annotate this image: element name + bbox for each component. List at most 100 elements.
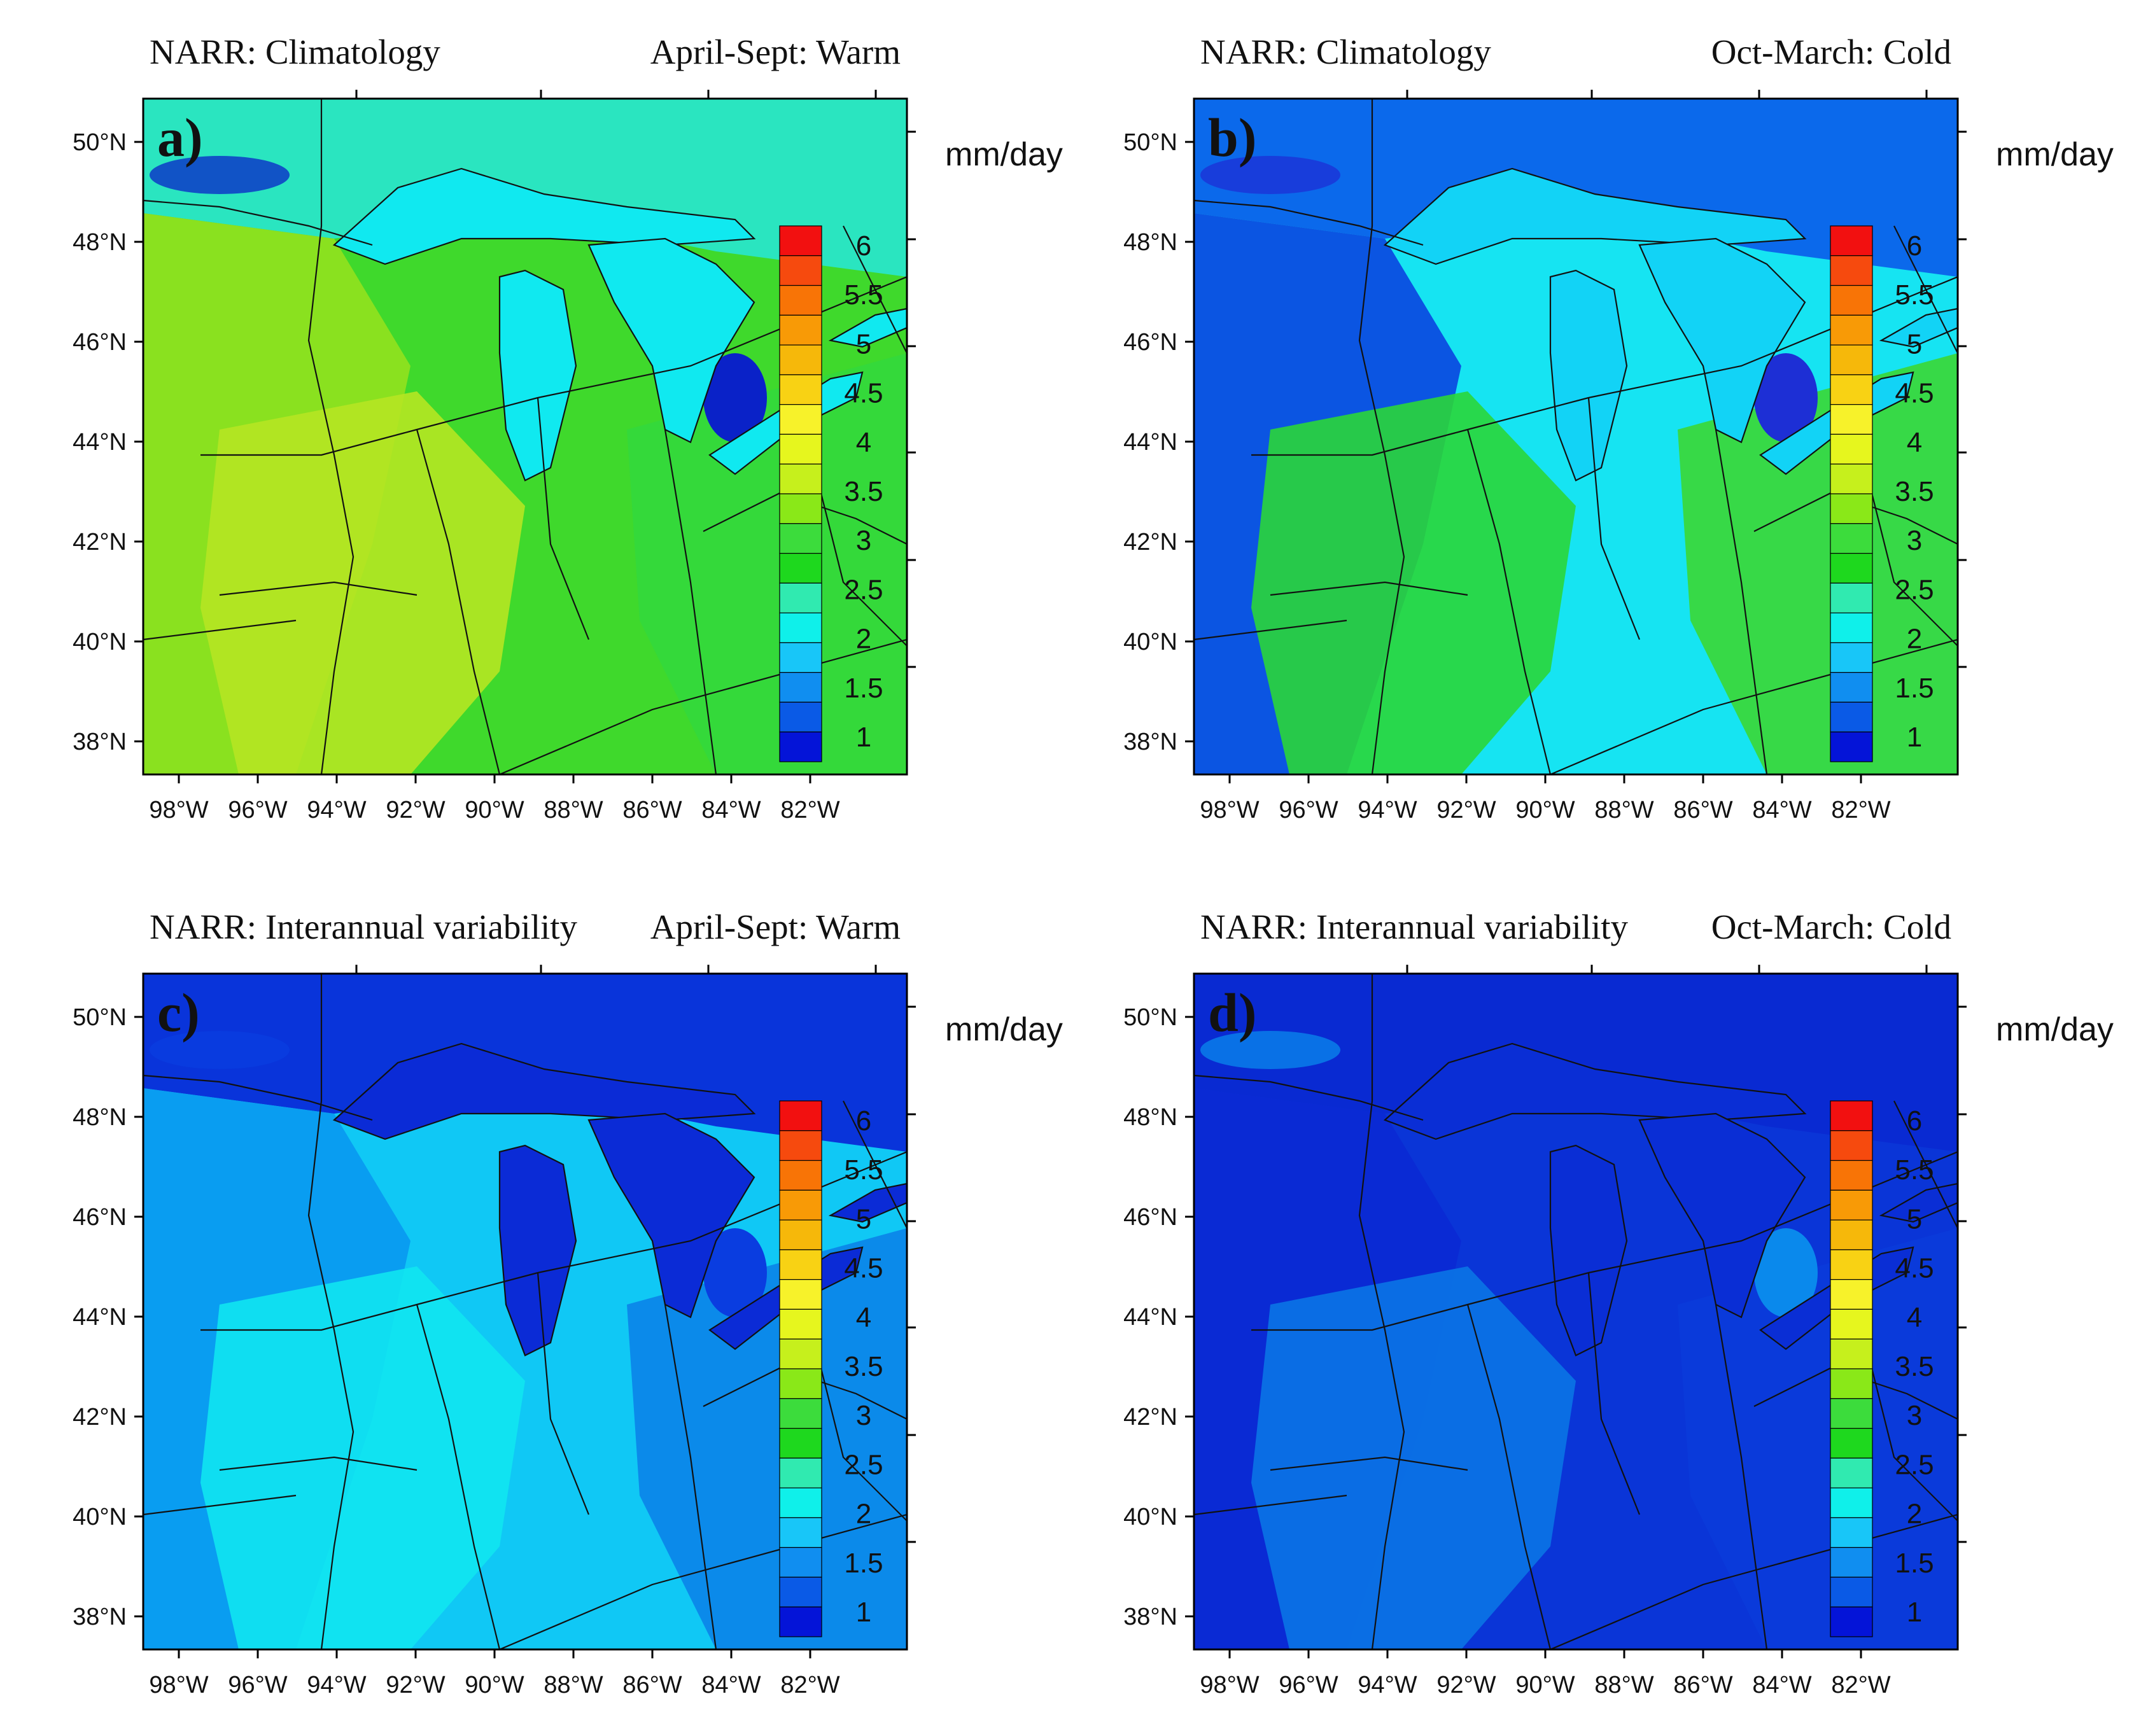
colorbar-segment (779, 1159, 822, 1191)
colorbar-segment (1830, 433, 1873, 465)
colorbar-segment (1830, 493, 1873, 524)
colorbar-segment (779, 1100, 822, 1131)
lake-huron (587, 237, 755, 444)
panel-left-title: NARR: Interannual variability (1200, 907, 1629, 946)
lon-label: 96°W (1279, 797, 1338, 823)
lat-label: 44°N (1123, 1304, 1177, 1331)
units-label: mm/day (1996, 136, 2114, 173)
lake-ontario (1879, 1182, 1958, 1223)
lon-label: 84°W (701, 1672, 761, 1698)
colorbar-label: 6 (1907, 230, 1922, 262)
colorbar-segment (779, 374, 822, 405)
colorbar-label: 2.5 (844, 574, 883, 605)
state-border (1715, 1304, 1768, 1649)
colorbar: 1 1.5 2 2.5 3 3.5 4 4.5 5 5.5 6 (779, 1100, 883, 1637)
panel-label: b) (1208, 107, 1256, 168)
colorbar-segment (1830, 1398, 1873, 1429)
state-border (307, 974, 354, 1649)
colorbar-segment (779, 582, 822, 613)
lat-label: 46°N (73, 1204, 127, 1231)
lon-label: 92°W (386, 1672, 445, 1698)
lon-label: 82°W (1831, 1672, 1890, 1698)
state-border (843, 225, 907, 354)
colorbar-segment (1830, 1219, 1873, 1250)
lake-huron (1638, 237, 1806, 444)
lon-label: 96°W (228, 797, 287, 823)
colorbar-label: 1 (856, 722, 871, 753)
colorbar-label: 6 (856, 1105, 871, 1137)
colorbar-label: 2 (856, 1499, 871, 1530)
state-border (1251, 1151, 1958, 1331)
colorbar-label: 3.5 (1895, 476, 1934, 507)
lon-label: 92°W (1436, 797, 1496, 823)
colorbar-segment (779, 433, 822, 465)
colorbar-segment (1830, 1487, 1873, 1518)
panel-right-title: Oct-March: Cold (1711, 32, 1951, 71)
lon-label: 90°W (465, 797, 524, 823)
colorbar-label: 5.5 (1895, 279, 1934, 311)
colorbar-segment (1830, 374, 1873, 405)
state-border (200, 1151, 907, 1331)
colorbar-segment (1830, 1606, 1873, 1637)
state-border (810, 454, 907, 647)
colorbar-label: 1.5 (1895, 673, 1934, 704)
state-border (143, 199, 373, 246)
colorbar-segment (779, 1487, 822, 1518)
colorbar-label: 3.5 (1895, 1351, 1934, 1382)
colorbar-segment (779, 1308, 822, 1340)
colorbar-segment (1830, 701, 1873, 732)
colorbar-label: 5 (1907, 328, 1922, 360)
lon-label: 88°W (544, 797, 603, 823)
state-border (1194, 619, 1347, 641)
state-border (1466, 1304, 1552, 1649)
colorbar-label: 1.5 (844, 673, 883, 704)
lat-label: 46°N (1123, 1204, 1177, 1231)
colorbar-label: 5.5 (844, 1154, 883, 1186)
state-border (1587, 1272, 1641, 1515)
lat-label: 38°N (1123, 1604, 1177, 1630)
colorbar-label: 5 (856, 1203, 871, 1235)
state-border (219, 581, 418, 596)
colorbar-segment (779, 1547, 822, 1578)
panel-label: c) (157, 982, 200, 1043)
state-border (1270, 1456, 1468, 1471)
lake-huron (587, 1112, 755, 1319)
lon-label: 96°W (228, 1672, 287, 1698)
colorbar-label: 1.5 (844, 1548, 883, 1579)
lon-label: 86°W (1673, 797, 1732, 823)
state-border (537, 397, 590, 640)
colorbar-segment (779, 463, 822, 494)
state-border (843, 1100, 907, 1229)
colorbar-segment (779, 642, 822, 673)
colorbar-label: 3.5 (844, 1351, 883, 1382)
colorbar-label: 5.5 (1895, 1154, 1934, 1186)
lat-label: 50°N (73, 1004, 127, 1031)
lat-label: 46°N (1123, 329, 1177, 356)
lon-label: 86°W (622, 1672, 682, 1698)
lon-label: 82°W (780, 1672, 839, 1698)
colorbar-segment (779, 1606, 822, 1637)
colorbar-label: 4.5 (1895, 378, 1934, 409)
colorbar-label: 5.5 (844, 279, 883, 311)
state-border (416, 1304, 501, 1649)
colorbar: 1 1.5 2 2.5 3 3.5 4 4.5 5 5.5 6 (1830, 1100, 1934, 1637)
state-border (499, 1513, 907, 1649)
map-panel-b: NARR: Climatology Oct-March: Coldb)50°N48… (1123, 32, 2114, 823)
colorbar-label: 2.5 (1895, 574, 1934, 605)
state-border (1358, 99, 1405, 774)
lake-michigan (1549, 1144, 1628, 1357)
lon-label: 88°W (1594, 1672, 1653, 1698)
colorbar-segment (1830, 1249, 1873, 1280)
lat-label: 40°N (73, 1504, 127, 1530)
state-border (499, 638, 907, 774)
lon-label: 98°W (1200, 1672, 1259, 1698)
lon-label: 94°W (307, 1672, 366, 1698)
state-border (1861, 1329, 1958, 1522)
lon-label: 86°W (1673, 1672, 1732, 1698)
lon-label: 86°W (622, 797, 682, 823)
colorbar-segment (1830, 731, 1873, 762)
lon-label: 98°W (149, 1672, 208, 1698)
colorbar-label: 1 (1907, 1597, 1922, 1628)
state-border (1194, 199, 1424, 246)
